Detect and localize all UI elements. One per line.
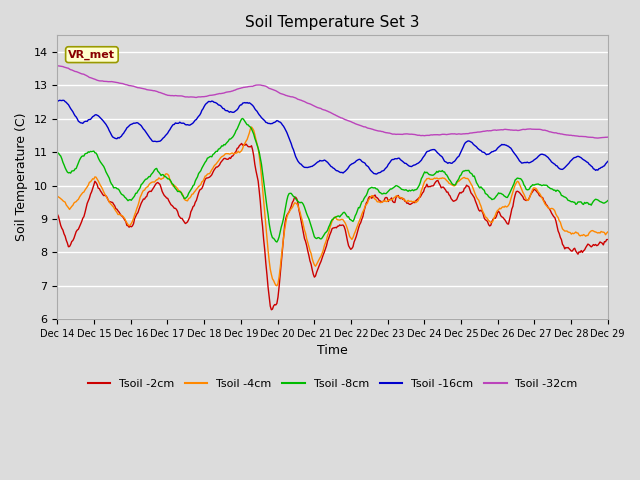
Tsoil -4cm (248, 124, 255, 130)
Tsoil -8cm (353, 208, 361, 214)
Tsoil -2cm (321, 249, 328, 255)
Tsoil -4cm (321, 243, 328, 249)
Tsoil -32cm (315, 105, 323, 111)
Tsoil -32cm (594, 135, 602, 141)
Line: Tsoil -2cm: Tsoil -2cm (58, 144, 608, 310)
Line: Tsoil -16cm: Tsoil -16cm (58, 100, 608, 174)
Tsoil -4cm (273, 283, 281, 288)
Tsoil -2cm (383, 195, 391, 201)
Tsoil -16cm (604, 158, 612, 164)
Tsoil -4cm (317, 253, 325, 259)
Tsoil -16cm (383, 164, 391, 169)
Tsoil -8cm (239, 116, 246, 121)
X-axis label: Time: Time (317, 344, 348, 357)
Line: Tsoil -8cm: Tsoil -8cm (58, 119, 608, 242)
Legend: Tsoil -2cm, Tsoil -4cm, Tsoil -8cm, Tsoil -16cm, Tsoil -32cm: Tsoil -2cm, Tsoil -4cm, Tsoil -8cm, Tsoi… (83, 374, 582, 393)
Tsoil -32cm (591, 135, 598, 141)
Tsoil -4cm (507, 196, 515, 202)
Tsoil -4cm (353, 223, 361, 229)
Title: Soil Temperature Set 3: Soil Temperature Set 3 (245, 15, 420, 30)
Tsoil -2cm (593, 243, 600, 249)
Line: Tsoil -32cm: Tsoil -32cm (58, 66, 608, 138)
Y-axis label: Soil Temperature (C): Soil Temperature (C) (15, 113, 28, 241)
Tsoil -2cm (353, 229, 361, 235)
Tsoil -8cm (593, 197, 600, 203)
Tsoil -32cm (318, 107, 326, 112)
Text: VR_met: VR_met (68, 49, 115, 60)
Tsoil -2cm (507, 212, 515, 217)
Tsoil -2cm (268, 307, 275, 312)
Tsoil -32cm (604, 134, 612, 140)
Tsoil -8cm (383, 190, 391, 195)
Tsoil -8cm (604, 198, 612, 204)
Tsoil -8cm (273, 239, 281, 245)
Tsoil -32cm (505, 127, 513, 132)
Tsoil -16cm (54, 98, 61, 104)
Tsoil -16cm (507, 145, 515, 151)
Tsoil -16cm (353, 158, 360, 164)
Tsoil -16cm (319, 158, 327, 164)
Tsoil -8cm (321, 232, 328, 238)
Tsoil -8cm (317, 236, 325, 242)
Tsoil -4cm (54, 193, 61, 199)
Tsoil -4cm (593, 229, 600, 235)
Tsoil -32cm (381, 130, 389, 135)
Tsoil -16cm (59, 97, 67, 103)
Tsoil -32cm (351, 121, 359, 127)
Tsoil -8cm (507, 188, 515, 194)
Tsoil -2cm (54, 211, 61, 217)
Tsoil -16cm (316, 157, 324, 163)
Tsoil -4cm (604, 229, 612, 235)
Tsoil -32cm (54, 63, 61, 69)
Tsoil -4cm (383, 198, 391, 204)
Tsoil -2cm (237, 141, 245, 146)
Tsoil -16cm (593, 167, 600, 172)
Tsoil -2cm (604, 237, 612, 242)
Tsoil -8cm (54, 150, 61, 156)
Line: Tsoil -4cm: Tsoil -4cm (58, 127, 608, 286)
Tsoil -2cm (317, 259, 325, 264)
Tsoil -16cm (372, 171, 380, 177)
